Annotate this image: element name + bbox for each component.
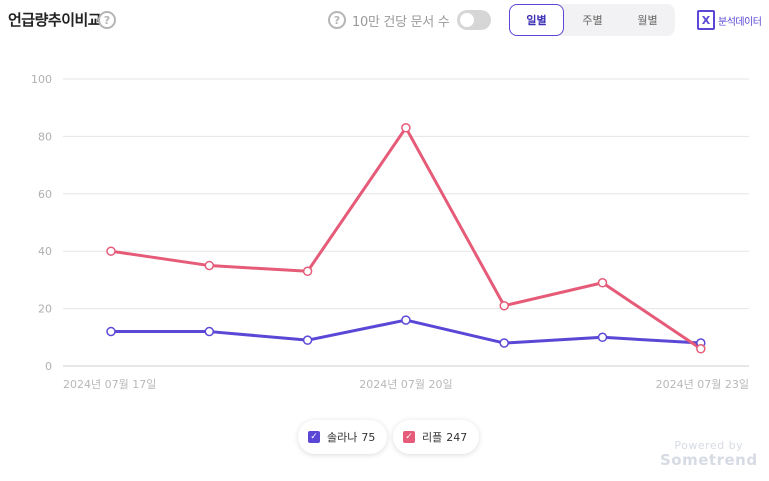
toggle-label: 10만 건당 문서 수: [352, 15, 450, 30]
per-100k-toggle[interactable]: [457, 10, 491, 30]
tab-monthly[interactable]: 월별: [637, 14, 658, 27]
x-tick-label: 2024년 07월 17일: [63, 377, 156, 391]
legend-item-solana[interactable]: ✓ 솔라나 75: [298, 420, 388, 454]
data-point: [302, 335, 313, 345]
legend-item-ripple[interactable]: ✓ 리플 247: [393, 420, 480, 454]
period-selector: 일별 주별 월별: [509, 4, 675, 36]
legend-count: 247: [446, 430, 468, 444]
y-tick-label: 0: [45, 360, 52, 373]
legend-label: 솔라나: [327, 431, 358, 444]
tab-weekly[interactable]: 주별: [582, 14, 603, 27]
legend-label: 리플: [422, 431, 443, 444]
data-point: [597, 278, 608, 288]
x-tick-label: 2024년 07월 20일: [359, 377, 452, 391]
toggle-knob: [460, 13, 474, 27]
powered-by-badge: Powered by Sometrend: [660, 439, 758, 469]
help-icon[interactable]: ?: [98, 11, 116, 29]
export-data-button[interactable]: X 분석데이터: [697, 10, 762, 30]
data-point: [302, 266, 313, 277]
chart-title: 언급량추이비교: [8, 11, 102, 29]
data-point: [499, 338, 509, 348]
brand-logo: Sometrend: [660, 451, 758, 469]
checkbox-checked-icon: ✓: [308, 431, 320, 443]
data-point: [401, 315, 411, 325]
line-chart: 0 20 40 60 80 100 2024년 07월 17일 2024년 07월 20일 20…: [31, 73, 749, 391]
data-point: [106, 326, 116, 337]
legend: ✓ 솔라나 75 ✓ 리플 247: [0, 420, 769, 456]
chart-header: 언급량추이비교 ? ? 10만 건당 문서 수 일별 주별 월별 X 분석데이터: [0, 0, 769, 40]
data-point: [204, 326, 215, 337]
checkbox-checked-icon: ✓: [403, 431, 415, 443]
legend-count: 75: [361, 430, 376, 444]
tab-daily[interactable]: 일별: [509, 4, 564, 36]
y-tick-label: 20: [38, 303, 52, 316]
excel-icon: X: [697, 10, 715, 30]
data-point: [401, 123, 411, 133]
y-tick-label: 60: [38, 188, 52, 201]
y-tick-label: 80: [38, 130, 52, 143]
toggle-help-icon[interactable]: ?: [328, 11, 346, 29]
export-data-label: 분석데이터: [718, 16, 762, 28]
y-tick-label: 40: [38, 245, 52, 258]
data-point: [106, 246, 116, 256]
data-point: [499, 300, 509, 311]
y-tick-label: 100: [31, 73, 52, 86]
data-point: [597, 332, 608, 343]
data-point: [696, 344, 706, 354]
data-point: [204, 260, 215, 271]
powered-by-text: Powered by: [674, 439, 744, 452]
x-tick-label: 2024년 07월 23일: [656, 377, 749, 391]
